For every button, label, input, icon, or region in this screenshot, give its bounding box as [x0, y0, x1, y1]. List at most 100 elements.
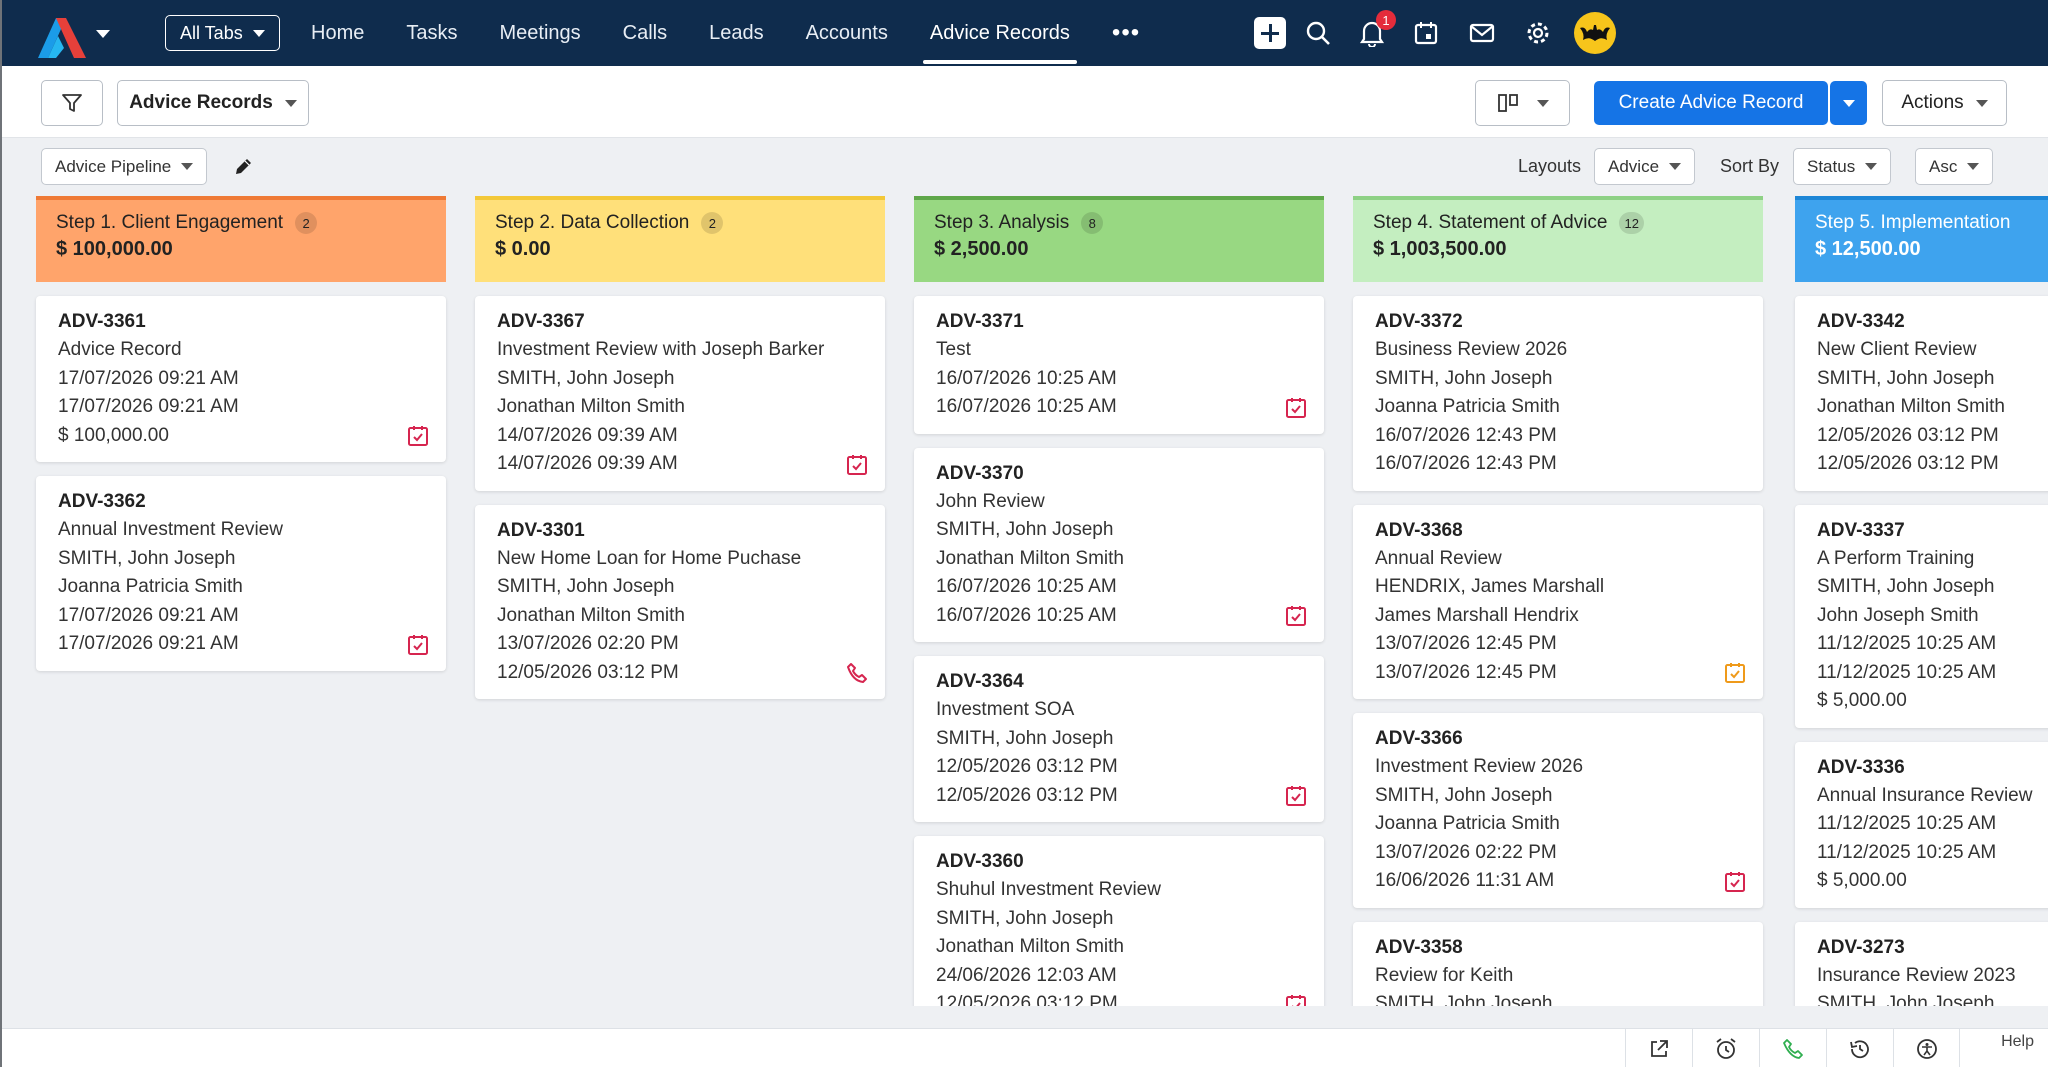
task-check-icon[interactable]: [1284, 993, 1308, 1006]
all-tabs-button[interactable]: All Tabs: [165, 15, 280, 51]
module-view-label: Advice Records: [129, 92, 273, 113]
column-header[interactable]: Step 3. Analysis 8 $ 2,500.00: [914, 196, 1324, 282]
column-total: $ 12,500.00: [1815, 238, 1921, 260]
task-check-icon[interactable]: [1723, 661, 1747, 685]
record-card[interactable]: ADV-3360 Shuhul Investment Review SMITH, J…: [914, 836, 1324, 1006]
task-check-icon[interactable]: [1723, 870, 1747, 894]
record-id[interactable]: ADV-3367: [497, 311, 585, 332]
layout-dropdown[interactable]: Advice: [1594, 148, 1696, 185]
record-card[interactable]: ADV-3368 Annual Review HENDRIX, James Mars…: [1353, 504, 1763, 699]
record-card[interactable]: ADV-3372 Business Review 2026 SMITH, John …: [1353, 296, 1763, 491]
task-check-icon[interactable]: [1284, 604, 1308, 628]
record-id[interactable]: ADV-3362: [58, 491, 146, 512]
record-id[interactable]: ADV-3358: [1375, 936, 1463, 958]
record-field: 16/07/2026 10:25 AM: [936, 604, 1117, 626]
actions-dropdown[interactable]: Actions: [1882, 80, 2007, 126]
nav-tab-advice-records[interactable]: Advice Records: [909, 0, 1091, 66]
help-link[interactable]: Help: [2001, 1033, 2034, 1050]
record-card[interactable]: ADV-3370 John Review SMITH, John Joseph Jon…: [914, 447, 1324, 642]
task-check-icon[interactable]: [845, 453, 869, 477]
task-check-icon[interactable]: [406, 633, 430, 657]
record-id[interactable]: ADV-3370: [936, 462, 1024, 484]
record-id[interactable]: ADV-3372: [1375, 311, 1463, 332]
column-header[interactable]: Step 1. Client Engagement 2 $ 100,000.00: [36, 196, 446, 282]
record-card[interactable]: ADV-3273 Insurance Review 2023 SMITH, John…: [1795, 921, 2048, 1006]
record-card[interactable]: ADV-3301 New Home Loan for Home Puchase SM…: [475, 504, 885, 699]
record-id[interactable]: ADV-3273: [1817, 936, 1905, 958]
record-card[interactable]: ADV-3361 Advice Record 17/07/2026 09:21 AM…: [36, 296, 446, 462]
nav-tab-tasks[interactable]: Tasks: [406, 21, 458, 44]
task-check-icon[interactable]: [406, 424, 430, 448]
search-icon[interactable]: [1302, 17, 1334, 49]
gear-icon[interactable]: [1522, 17, 1554, 49]
kanban-column: Step 3. Analysis 8 $ 2,500.00 ADV-3371 Test 1…: [914, 196, 1324, 1006]
record-field: SMITH, John Joseph: [936, 727, 1114, 749]
nav-tab-meetings[interactable]: Meetings: [499, 21, 581, 44]
external-link-icon[interactable]: [1625, 1029, 1692, 1067]
column-header[interactable]: Step 2. Data Collection 2 $ 0.00: [475, 196, 885, 282]
record-field: SMITH, John Joseph: [497, 367, 675, 389]
record-card[interactable]: ADV-3366 Investment Review 2026 SMITH, Joh…: [1353, 713, 1763, 908]
alarm-icon[interactable]: [1692, 1029, 1759, 1067]
filter-button[interactable]: [41, 80, 103, 126]
record-id[interactable]: ADV-3336: [1817, 756, 1905, 778]
mail-icon[interactable]: [1466, 17, 1498, 49]
pipeline-dropdown[interactable]: Advice Pipeline: [41, 148, 208, 185]
record-field: Jonathan Milton Smith: [936, 936, 1124, 957]
history-icon[interactable]: [1826, 1029, 1893, 1067]
phone-icon[interactable]: [845, 661, 869, 685]
calendar-icon[interactable]: [1410, 17, 1442, 49]
avatar[interactable]: [1574, 12, 1616, 54]
task-check-icon[interactable]: [1284, 784, 1308, 808]
record-card[interactable]: ADV-3342 New Client Review SMITH, John Jos…: [1795, 296, 2048, 491]
module-view-dropdown[interactable]: Advice Records: [117, 80, 309, 126]
create-options-button[interactable]: [1830, 81, 1867, 125]
record-card[interactable]: ADV-3364 Investment SOA SMITH, John Joseph…: [914, 656, 1324, 822]
record-id[interactable]: ADV-3342: [1817, 311, 1905, 332]
column-header[interactable]: Step 4. Statement of Advice 12 $ 1,003,500…: [1353, 196, 1763, 282]
record-card[interactable]: ADV-3336 Annual Insurance Review 11/12/202…: [1795, 741, 2048, 908]
record-card[interactable]: ADV-3358 Review for Keith SMITH, John Jose…: [1353, 921, 1763, 1006]
record-field: 13/07/2026 12:45 PM: [1375, 633, 1557, 654]
sort-order-dropdown[interactable]: Asc: [1915, 148, 1994, 185]
nav-tab-accounts[interactable]: Accounts: [805, 21, 888, 44]
app-logo[interactable]: [34, 14, 94, 58]
record-field: SMITH, John Joseph: [1817, 367, 1995, 389]
record-field: 17/07/2026 09:21 AM: [58, 367, 239, 389]
column-title-row: Step 4. Statement of Advice 12: [1373, 212, 1743, 234]
column-header[interactable]: Step 5. Implementation $ 12,500.00: [1795, 196, 2048, 282]
phone-icon[interactable]: [1759, 1029, 1826, 1067]
chevron-down-icon: [1669, 163, 1682, 170]
record-id[interactable]: ADV-3361: [58, 311, 146, 332]
record-card[interactable]: ADV-3337 A Perform Training SMITH, John Jo…: [1795, 504, 2048, 728]
sort-field-dropdown[interactable]: Status: [1793, 148, 1892, 185]
record-id[interactable]: ADV-3371: [936, 311, 1024, 332]
accessibility-icon[interactable]: [1893, 1029, 1960, 1067]
record-id[interactable]: ADV-3301: [497, 519, 585, 541]
record-card[interactable]: ADV-3362 Annual Investment Review SMITH, J…: [36, 476, 446, 671]
nav-tab-leads[interactable]: Leads: [709, 21, 764, 44]
edit-pipeline-icon[interactable]: [232, 156, 256, 180]
column-title: Step 4. Statement of Advice: [1373, 212, 1608, 233]
more-tabs-icon[interactable]: •••: [1111, 19, 1141, 46]
nav-tab-calls[interactable]: Calls: [622, 21, 668, 44]
record-id[interactable]: ADV-3360: [936, 851, 1024, 872]
record-card[interactable]: ADV-3367 Investment Review with Joseph Ba…: [475, 296, 885, 491]
app-menu-caret-icon[interactable]: [96, 30, 110, 38]
create-advice-record-button[interactable]: Create Advice Record: [1594, 81, 1828, 125]
record-id[interactable]: ADV-3366: [1375, 728, 1463, 749]
record-field: SMITH, John Joseph: [58, 547, 236, 569]
record-card[interactable]: ADV-3371 Test 16/07/2026 10:25 AM 16/07/202…: [914, 296, 1324, 434]
view-switcher-button[interactable]: [1475, 80, 1570, 126]
record-id[interactable]: ADV-3368: [1375, 519, 1463, 541]
record-field: Shuhul Investment Review: [936, 879, 1161, 900]
record-id[interactable]: ADV-3337: [1817, 519, 1905, 541]
record-field: Advice Record: [58, 339, 182, 360]
nav-tab-home[interactable]: Home: [311, 21, 365, 44]
bell-icon[interactable]: 1: [1356, 10, 1396, 49]
plus-icon[interactable]: [1254, 17, 1286, 49]
record-id[interactable]: ADV-3364: [936, 671, 1024, 692]
column-total: $ 2,500.00: [934, 238, 1029, 260]
record-field: Jonathan Milton Smith: [497, 604, 685, 626]
task-check-icon[interactable]: [1284, 396, 1308, 420]
